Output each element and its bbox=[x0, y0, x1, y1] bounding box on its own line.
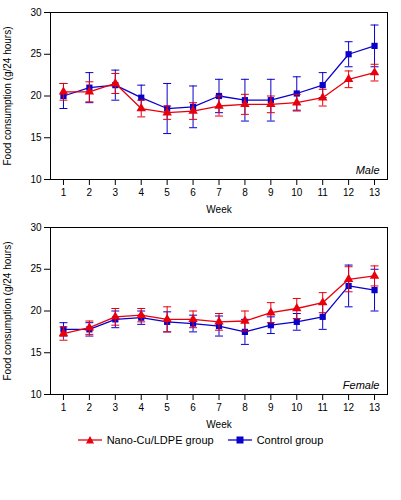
svg-text:9: 9 bbox=[268, 402, 274, 413]
svg-text:1: 1 bbox=[61, 402, 67, 413]
svg-text:8: 8 bbox=[242, 187, 248, 198]
svg-text:2: 2 bbox=[87, 187, 93, 198]
svg-text:30: 30 bbox=[30, 222, 42, 233]
svg-text:11: 11 bbox=[317, 402, 328, 413]
html-text:Control group: Control group bbox=[256, 434, 324, 446]
svg-text:12: 12 bbox=[343, 402, 355, 413]
svg-text:7: 7 bbox=[216, 187, 222, 198]
svg-text:6: 6 bbox=[190, 402, 196, 413]
svg-text:Week: Week bbox=[206, 419, 232, 430]
svg-text:10: 10 bbox=[291, 402, 303, 413]
svg-text:10: 10 bbox=[30, 389, 42, 400]
svg-text:30: 30 bbox=[30, 7, 42, 18]
svg-text:4: 4 bbox=[138, 187, 144, 198]
svg-text:13: 13 bbox=[369, 402, 381, 413]
svg-text:9: 9 bbox=[268, 187, 274, 198]
svg-text:12: 12 bbox=[343, 187, 355, 198]
svg-text:5: 5 bbox=[164, 187, 170, 198]
svg-text:Week: Week bbox=[206, 204, 232, 215]
html-text:Nano-Cu/LDPE group: Nano-Cu/LDPE group bbox=[106, 434, 214, 446]
svg-text:Male: Male bbox=[356, 164, 380, 176]
svg-text:20: 20 bbox=[30, 305, 42, 316]
svg-text:Food consumption (g/24 hours): Food consumption (g/24 hours) bbox=[2, 242, 13, 381]
svg-text:20: 20 bbox=[30, 90, 42, 101]
svg-text:1: 1 bbox=[61, 187, 67, 198]
svg-text:8: 8 bbox=[242, 402, 248, 413]
svg-text:15: 15 bbox=[30, 132, 42, 143]
svg-text:3: 3 bbox=[113, 187, 119, 198]
svg-text:7: 7 bbox=[216, 402, 222, 413]
svg-text:13: 13 bbox=[369, 187, 381, 198]
svg-text:10: 10 bbox=[30, 174, 42, 185]
svg-text:25: 25 bbox=[30, 263, 42, 274]
svg-text:5: 5 bbox=[164, 402, 170, 413]
svg-text:2: 2 bbox=[87, 402, 93, 413]
svg-text:Female: Female bbox=[343, 379, 380, 391]
svg-text:4: 4 bbox=[138, 402, 144, 413]
svg-text:10: 10 bbox=[291, 187, 303, 198]
svg-text:3: 3 bbox=[113, 402, 119, 413]
svg-text:11: 11 bbox=[317, 187, 328, 198]
svg-text:25: 25 bbox=[30, 48, 42, 59]
svg-text:Food consumption (g/24 hours): Food consumption (g/24 hours) bbox=[2, 27, 13, 166]
svg-text:15: 15 bbox=[30, 347, 42, 358]
svg-text:6: 6 bbox=[190, 187, 196, 198]
